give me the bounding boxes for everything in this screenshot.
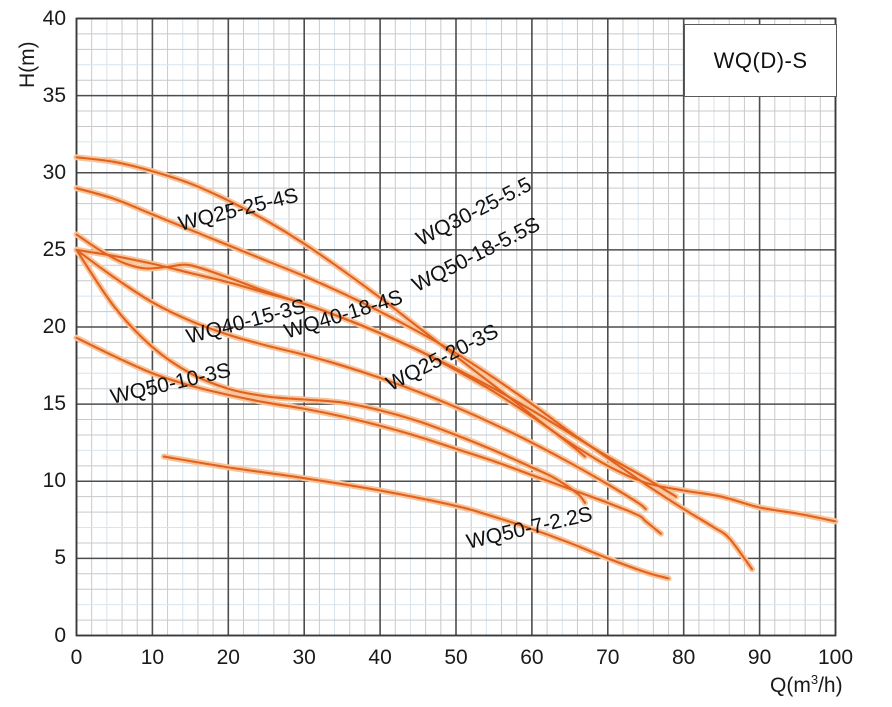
curve-WQ40-18-4S [75, 233, 678, 498]
curve-WQ40-15-3S [75, 248, 647, 511]
x-tick-label: 80 [672, 645, 696, 669]
x-tick-label: 60 [520, 645, 544, 669]
y-tick-label: 25 [42, 237, 66, 261]
curve-WQ30-25-5.5 [75, 187, 754, 571]
y-axis-title: H(m) [16, 41, 39, 88]
x-axis-title-suffix: /h) [818, 674, 843, 697]
y-tick-label: 30 [42, 160, 66, 184]
axis-lines [75, 17, 837, 637]
x-axis-title-exponent: 3 [810, 672, 819, 687]
x-tick-label: 90 [747, 645, 772, 669]
curve-WQ50-10-3S [75, 336, 662, 535]
chart-title-box: WQ(D)-S [683, 24, 838, 98]
y-tick-label: 5 [54, 546, 66, 570]
y-tick-label: 20 [42, 315, 66, 338]
curve-WQ25-20-3S [75, 248, 587, 504]
x-tick-label: 10 [140, 645, 165, 669]
y-tick-label: 40 [42, 6, 66, 30]
x-tick-label: 40 [368, 645, 392, 669]
performance-curves [75, 156, 837, 580]
x-tick-label: 30 [292, 645, 316, 669]
x-tick-label: 0 [70, 645, 83, 669]
chart-title-label: WQ(D)-S [713, 47, 808, 73]
curve-WQ50-7-2.2S [162, 455, 670, 580]
x-tick-label: 20 [216, 645, 240, 669]
x-tick-label: 70 [596, 645, 620, 669]
y-tick-label: 15 [42, 392, 66, 416]
curve-WQ50-18-5.5S [75, 248, 837, 523]
x-axis-title-prefix: Q(m [770, 674, 811, 697]
y-tick-label: 35 [42, 83, 66, 107]
curve-WQ25-25-4S [75, 156, 587, 458]
x-tick-label: 50 [444, 645, 468, 669]
y-tick-label: 0 [54, 623, 66, 647]
y-tick-label: 10 [42, 469, 66, 493]
x-axis-title: Q(m3/h) [770, 672, 843, 698]
x-tick-label: 100 [817, 645, 854, 669]
